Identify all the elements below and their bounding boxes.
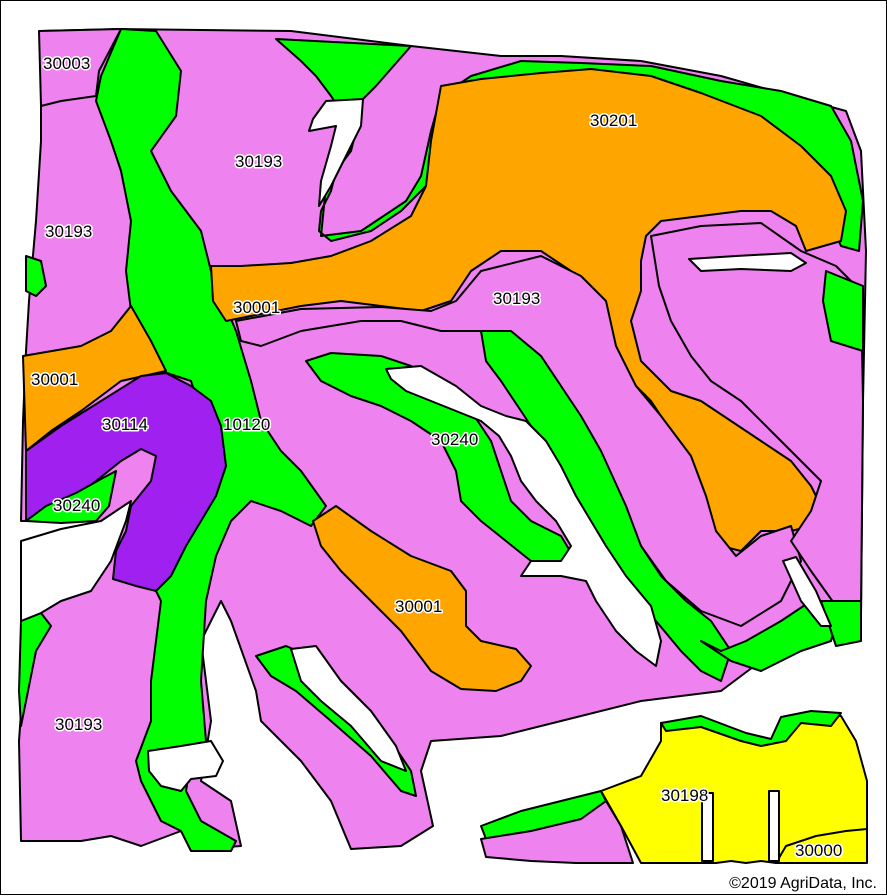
copyright-notice: ©2019 AgriData, Inc. bbox=[727, 875, 879, 893]
label-30198: 30198 bbox=[661, 786, 708, 805]
label-30193-bottom: 30193 bbox=[55, 715, 102, 734]
white-slot-yellow-2 bbox=[769, 791, 779, 861]
label-30193-mid: 30193 bbox=[493, 289, 540, 308]
label-30240-left: 30240 bbox=[53, 496, 100, 515]
label-30001-lower: 30001 bbox=[395, 597, 442, 616]
label-30000: 30000 bbox=[795, 841, 842, 860]
label-30193-left: 30193 bbox=[45, 222, 92, 241]
label-30003: 30003 bbox=[43, 54, 90, 73]
label-30193-top: 30193 bbox=[235, 152, 282, 171]
label-30114: 30114 bbox=[102, 415, 148, 434]
white-hole-bottom-left bbox=[148, 741, 223, 791]
label-30240-mid: 30240 bbox=[431, 430, 478, 449]
label-30001-center: 30001 bbox=[233, 298, 280, 317]
label-10120: 10120 bbox=[223, 415, 270, 434]
label-30201: 30201 bbox=[590, 111, 637, 130]
label-30001-left: 30001 bbox=[31, 370, 78, 389]
